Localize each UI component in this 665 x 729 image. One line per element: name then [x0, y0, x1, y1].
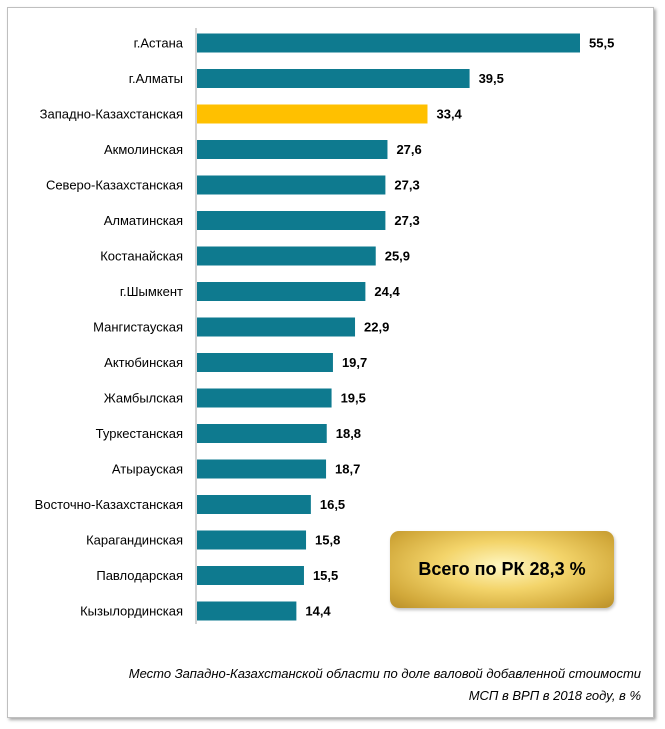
- bar-0: [197, 33, 580, 53]
- value-label: 19,5: [341, 391, 366, 406]
- category-label: Атырауская: [112, 462, 183, 477]
- category-label: г.Шымкент: [120, 284, 183, 299]
- bar-16: [197, 601, 297, 621]
- total-label: Всего по РК 28,3 %: [418, 559, 586, 579]
- value-label: 15,5: [313, 568, 338, 583]
- value-label: 27,3: [394, 213, 419, 228]
- bar-8: [197, 317, 356, 337]
- bar-10: [197, 388, 332, 408]
- bar-7: [197, 282, 366, 301]
- category-label: Карагандинская: [86, 533, 183, 548]
- bar-5: [197, 211, 386, 230]
- category-label: Кызылординская: [80, 604, 183, 619]
- bar-3: [197, 140, 388, 159]
- category-label: Жамбылская: [104, 391, 183, 406]
- category-label: Туркестанская: [96, 426, 183, 441]
- bar-11: [197, 424, 327, 443]
- value-label: 25,9: [385, 249, 410, 264]
- category-label: Северо-Казахстанская: [46, 178, 183, 193]
- category-label: Алматинская: [104, 213, 183, 228]
- value-label: 27,6: [396, 142, 421, 157]
- value-label: 24,4: [374, 284, 400, 299]
- chart-caption: Место Западно-Казахстанской области по д…: [129, 663, 641, 707]
- bar-9: [197, 353, 333, 372]
- category-label: Мангистауская: [93, 320, 183, 335]
- value-label: 55,5: [589, 36, 614, 51]
- category-label: Восточно-Казахстанская: [35, 497, 183, 512]
- bar-4: [197, 175, 386, 195]
- bar-12: [197, 459, 327, 479]
- total-badge: Всего по РК 28,3 %: [390, 531, 614, 608]
- category-label: г.Астана: [134, 36, 184, 51]
- value-label: 27,3: [394, 178, 419, 193]
- category-label: Акмолинская: [104, 142, 183, 157]
- bar-15: [197, 566, 304, 585]
- bar-6: [197, 246, 376, 266]
- category-label: Актюбинская: [104, 355, 183, 370]
- value-label: 15,8: [315, 533, 340, 548]
- bar-1: [197, 69, 470, 88]
- caption-line-1: Место Западно-Казахстанской области по д…: [128, 666, 641, 681]
- category-label: г.Алматы: [129, 71, 183, 86]
- caption-line-2: МСП в ВРП в 2018 году, в %: [468, 688, 641, 703]
- category-label: Западно-Казахстанская: [40, 107, 183, 122]
- bar-13: [197, 495, 311, 514]
- bar-14: [197, 530, 307, 550]
- bar-2: [197, 104, 428, 124]
- category-label: Павлодарская: [96, 568, 183, 583]
- value-label: 39,5: [479, 71, 504, 86]
- value-label: 16,5: [320, 497, 345, 512]
- value-label: 22,9: [364, 320, 389, 335]
- value-label: 33,4: [436, 107, 462, 122]
- value-label: 19,7: [342, 355, 367, 370]
- value-label: 18,8: [336, 426, 361, 441]
- value-label: 14,4: [305, 604, 331, 619]
- category-label: Костанайская: [100, 249, 183, 264]
- value-label: 18,7: [335, 462, 360, 477]
